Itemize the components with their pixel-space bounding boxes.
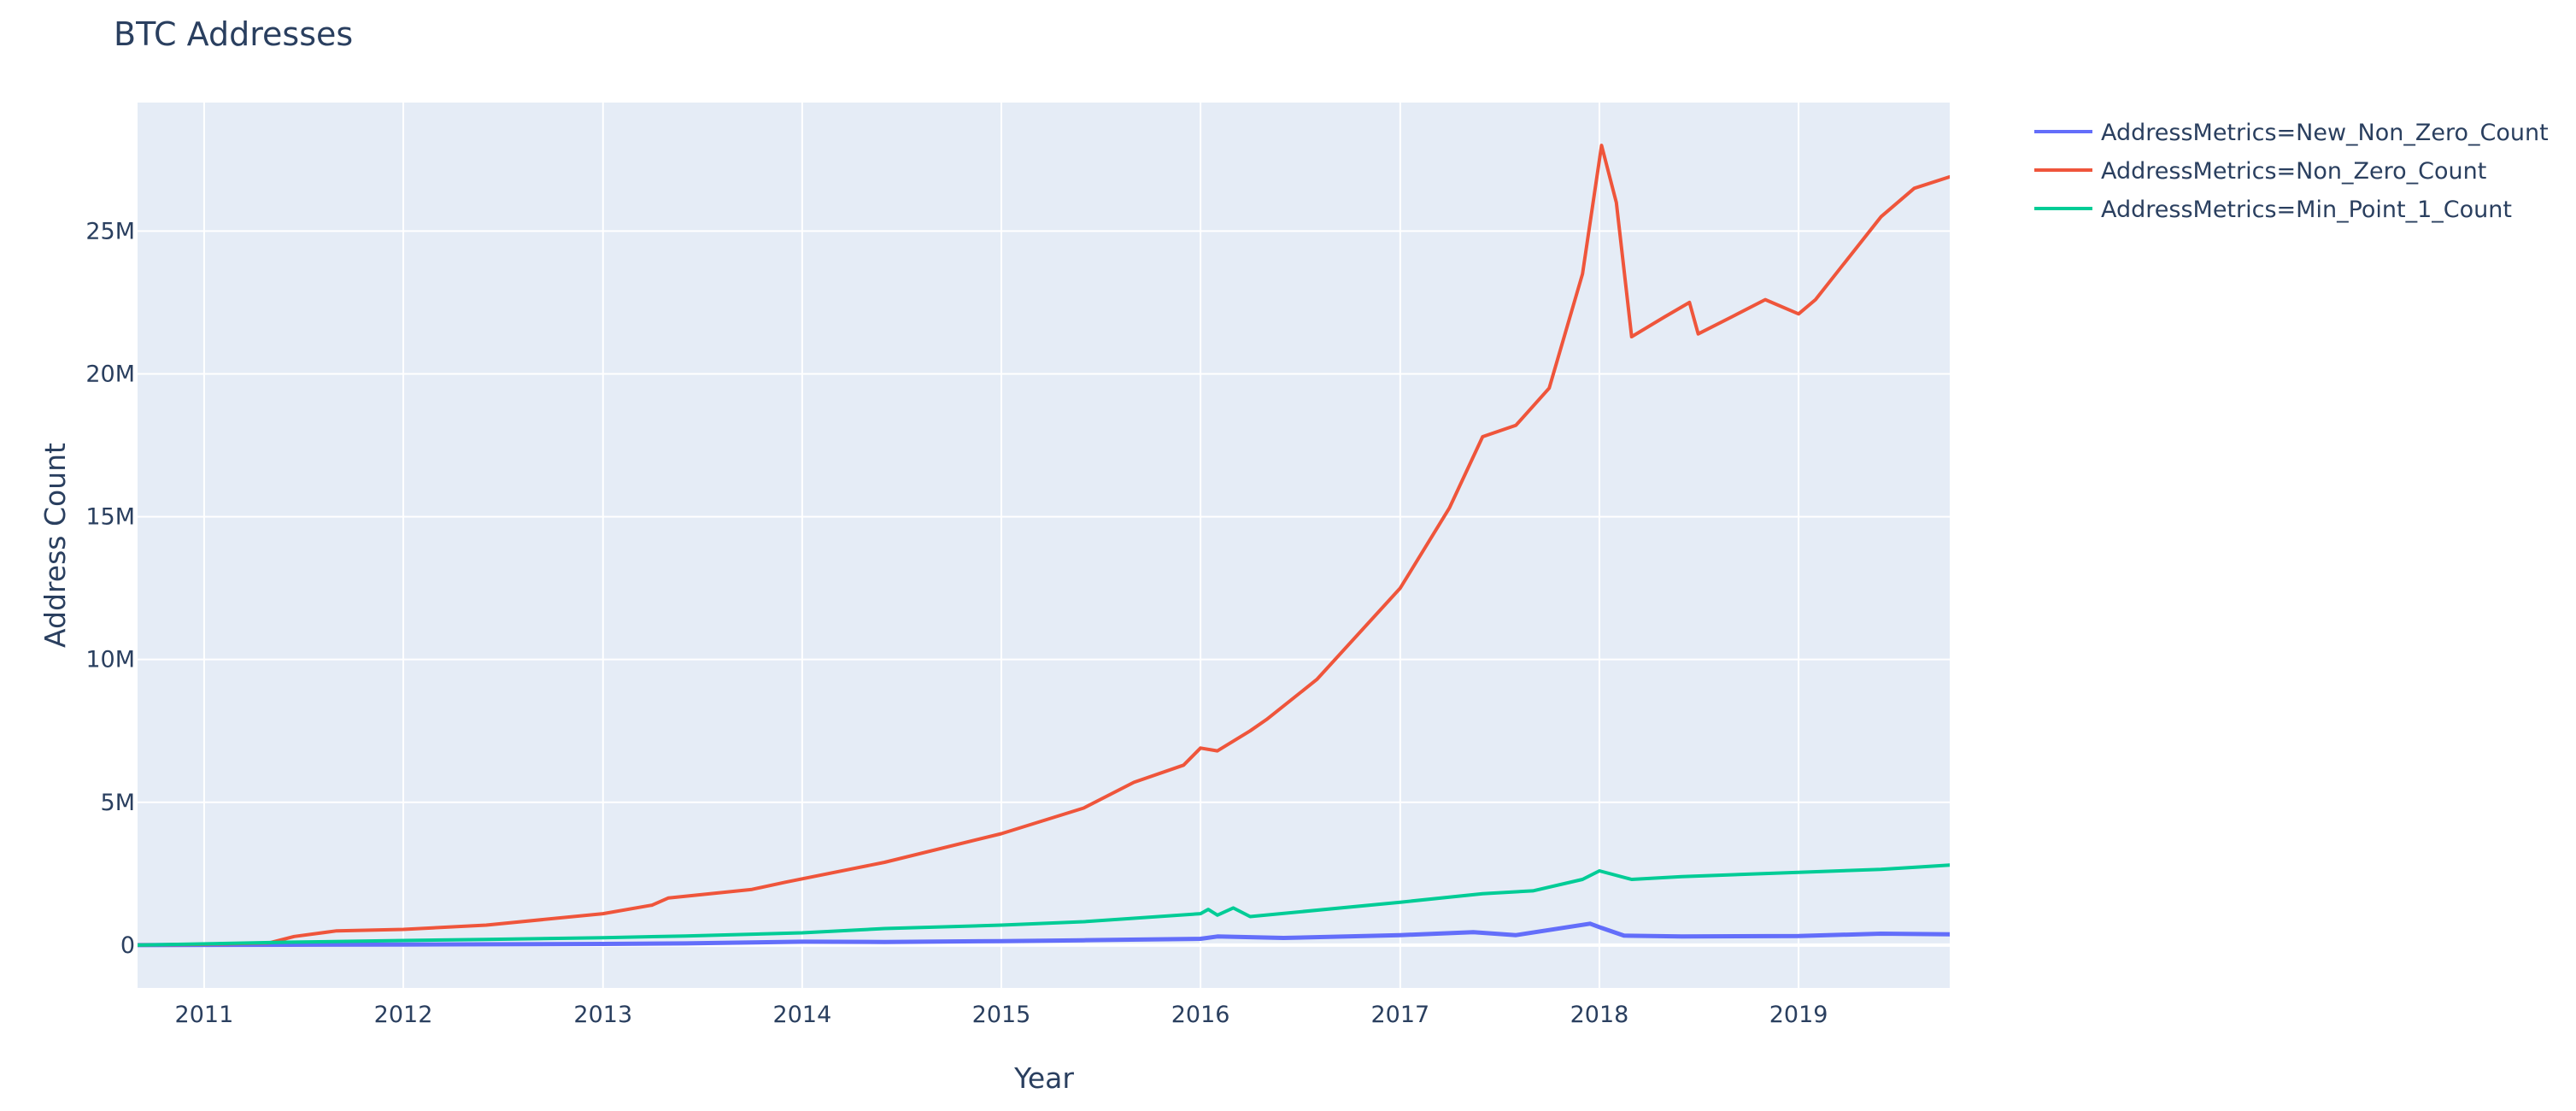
legend-item[interactable]: AddressMetrics=New_Non_Zero_Count xyxy=(2034,120,2549,146)
chart-title: BTC Addresses xyxy=(114,15,353,53)
y-gridlines xyxy=(138,230,1950,947)
y-tick-label: 10M xyxy=(85,647,135,673)
x-tick-label: 2014 xyxy=(773,1002,832,1028)
y-tick-labels: 0 5M 10M 15M 20M 25M xyxy=(85,218,135,958)
legend-label: AddressMetrics=Min_Point_1_Count xyxy=(2101,197,2512,223)
y-axis-title: Address Count xyxy=(38,443,72,648)
series-line-1 xyxy=(138,921,1950,948)
series-line-3 xyxy=(138,863,1950,947)
x-tick-label: 2013 xyxy=(573,1002,632,1028)
x-tick-label: 2017 xyxy=(1371,1002,1430,1028)
legend-item[interactable]: AddressMetrics=Min_Point_1_Count xyxy=(2034,197,2512,223)
y-tick-label: 5M xyxy=(101,790,135,816)
y-tick-label: 0 xyxy=(120,932,135,959)
x-tick-label: 2011 xyxy=(175,1002,234,1028)
x-tick-label: 2019 xyxy=(1769,1002,1828,1028)
x-tick-label: 2016 xyxy=(1171,1002,1230,1028)
y-tick-label: 15M xyxy=(85,504,135,531)
x-tick-label: 2015 xyxy=(972,1002,1031,1028)
x-tick-label: 2018 xyxy=(1570,1002,1629,1028)
x-tick-label: 2012 xyxy=(374,1002,433,1028)
legend[interactable]: AddressMetrics=New_Non_Zero_Count Address… xyxy=(2034,120,2549,223)
y-tick-label: 25M xyxy=(85,218,135,244)
legend-label: AddressMetrics=New_Non_Zero_Count xyxy=(2101,120,2549,146)
plot-background xyxy=(138,103,1950,988)
series-line-2 xyxy=(138,144,1950,947)
series-lines xyxy=(138,144,1950,948)
legend-label: AddressMetrics=Non_Zero_Count xyxy=(2101,158,2486,185)
legend-item[interactable]: AddressMetrics=Non_Zero_Count xyxy=(2034,158,2486,185)
y-tick-label: 20M xyxy=(85,361,135,387)
x-gridlines xyxy=(202,103,1800,988)
x-axis-title: Year xyxy=(1013,1061,1074,1095)
x-tick-labels: 2011 2012 2013 2014 2015 2016 2017 2018 2019 xyxy=(175,1002,1828,1028)
